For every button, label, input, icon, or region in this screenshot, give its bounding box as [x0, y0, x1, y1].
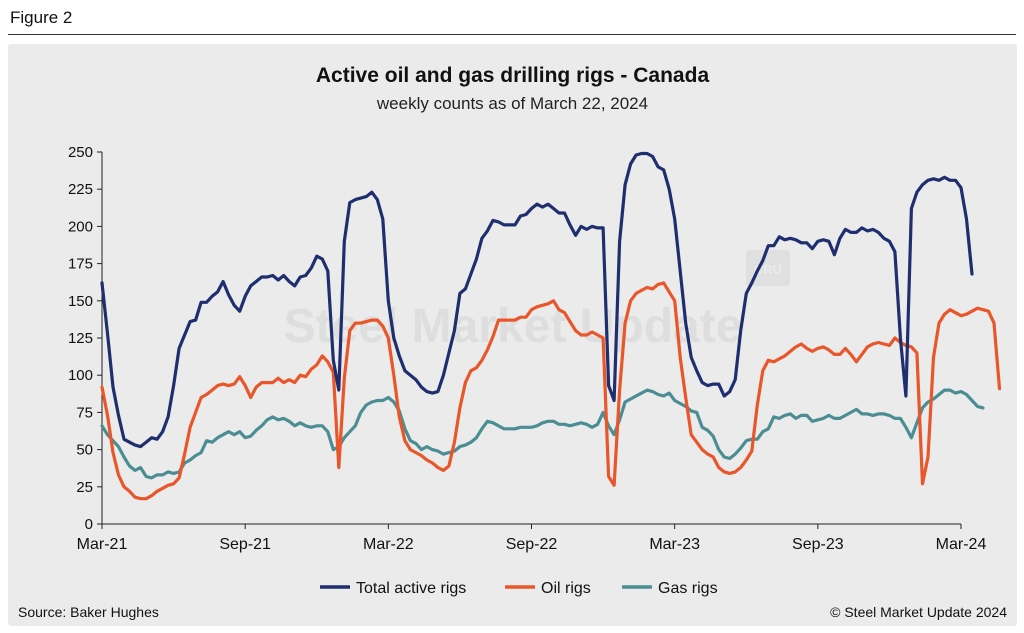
x-axis: Mar-21 Sep-21 Mar-22 Sep-22 Mar-23 Sep-23 Mar-… — [77, 523, 987, 553]
x-tick-label: Mar-24 — [936, 536, 987, 553]
legend: Total active rigs Oil rigs Gas rigs — [320, 580, 718, 597]
series-line-gas — [100, 388, 985, 480]
figure-divider — [8, 34, 1016, 35]
x-tick-label: Sep-22 — [506, 536, 558, 553]
y-tick-label: 100 — [68, 367, 93, 384]
legend-label-total: Total active rigs — [356, 580, 466, 597]
y-tick-label: 50 — [76, 442, 93, 459]
y-tick-label: 200 — [68, 218, 93, 235]
chart-title: Active oil and gas drilling rigs - Canad… — [315, 64, 710, 87]
source-note: Source: Baker Hughes — [18, 604, 159, 620]
y-tick-label: 175 — [68, 256, 93, 273]
y-tick-label: 225 — [68, 181, 93, 198]
series-line-total — [100, 151, 974, 449]
x-tick-label: Sep-23 — [792, 536, 844, 553]
x-tick-label: Sep-21 — [219, 536, 271, 553]
chart-subtitle: weekly counts as of March 22, 2024 — [376, 94, 649, 113]
series-line-oil — [100, 281, 1002, 501]
watermark-badge — [746, 250, 790, 286]
y-tick-label: 75 — [76, 404, 93, 421]
series-lines — [100, 151, 1002, 501]
y-tick-label: 150 — [68, 293, 93, 310]
x-tick-label: Mar-21 — [77, 536, 128, 553]
y-tick-label: 250 — [68, 144, 93, 161]
figure-label: Figure 2 — [10, 8, 73, 27]
x-tick-label: Mar-23 — [649, 536, 700, 553]
y-axis: 0 25 50 75 100 125 150 175 200 225 250 — [68, 144, 103, 533]
y-tick-label: 125 — [68, 330, 93, 347]
legend-label-gas: Gas rigs — [658, 580, 718, 597]
copyright-note: © Steel Market Update 2024 — [830, 604, 1007, 620]
x-tick-label: Mar-22 — [363, 536, 414, 553]
y-tick-label: 0 — [85, 516, 93, 533]
chart-panel: Active oil and gas drilling rigs - Canad… — [8, 44, 1017, 626]
legend-label-oil: Oil rigs — [541, 580, 591, 597]
watermark-text: Steel Market Update — [284, 300, 743, 353]
y-tick-label: 25 — [76, 479, 93, 496]
